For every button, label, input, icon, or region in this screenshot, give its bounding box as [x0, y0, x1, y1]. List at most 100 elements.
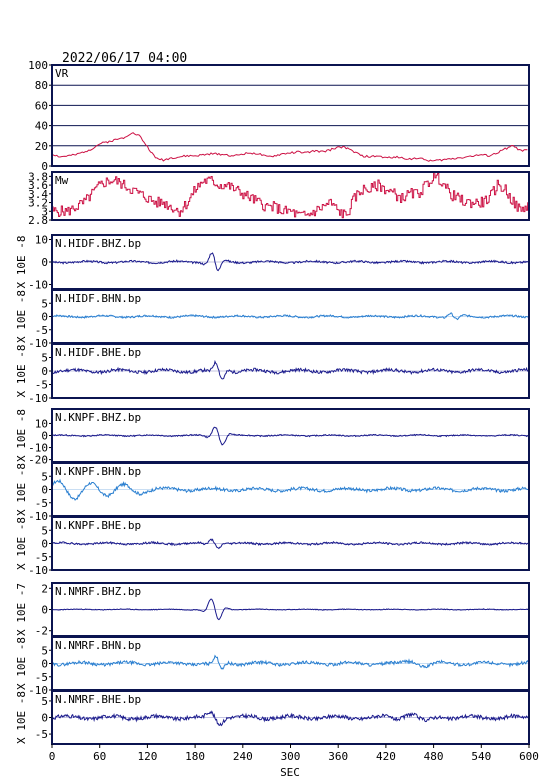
waveform-trace — [51, 478, 530, 501]
data-series-line — [52, 171, 529, 219]
panel-title: N.NMRF.BHZ.bp — [55, 585, 141, 598]
y-tick-label: 3.8 — [28, 170, 48, 183]
panel-9: 2 0 -2 N.NMRF.BHZ.bp X 10E -7 — [15, 582, 530, 638]
panel-title: N.HIDF.BHZ.bp — [55, 237, 141, 250]
waveform-trace — [51, 312, 530, 321]
y-tick-label: -5 — [35, 497, 48, 510]
y-axis-label: X 10E -8 — [15, 409, 28, 462]
x-tick-label: 120 — [137, 750, 157, 763]
y-tick-label: 0 — [41, 538, 48, 551]
y-tick-label: 40 — [35, 120, 48, 133]
y-tick-label: -5 — [35, 671, 48, 684]
y-tick-label: -2 — [35, 625, 48, 638]
x-axis: 0 60 120 180 240 300 360 420 480 540 600 — [49, 744, 539, 763]
y-tick-label: 10 — [35, 234, 48, 247]
x-tick-label: 180 — [185, 750, 205, 763]
waveform-trace — [51, 426, 529, 446]
panel-title: N.HIDF.BHE.bp — [55, 346, 141, 359]
y-tick-label: -5 — [35, 551, 48, 564]
panel-title: N.KNPF.BHN.bp — [55, 465, 141, 478]
panel-5: 50-5-10 N.HIDF.BHE.bp X 10E -8 — [15, 343, 530, 405]
y-tick-label: -10 — [28, 442, 48, 455]
y-tick-label: 3 — [41, 205, 48, 218]
x-tick-label: 480 — [424, 750, 444, 763]
y-tick-label: 0 — [41, 365, 48, 378]
y-axis-label: X 10E -7 — [15, 583, 28, 636]
y-tick-label: 0 — [41, 311, 48, 324]
waveform-trace — [51, 654, 530, 670]
y-tick-label: 0 — [41, 712, 48, 725]
panel-6: 100-10-20 N.KNPF.BHZ.bp X 10E -8 — [15, 408, 530, 467]
y-tick-label: -5 — [35, 324, 48, 337]
y-tick-label: 20 — [35, 140, 48, 153]
y-tick-label: 0 — [41, 484, 48, 497]
panel-10: 50-5-10 N.NMRF.BHN.bp X 10E -8 — [15, 636, 530, 697]
y-tick-label: -5 — [35, 379, 48, 392]
waveform-trace — [51, 538, 530, 550]
y-axis-label: X 10E -8 — [15, 290, 28, 343]
panel-title: N.HIDF.BHN.bp — [55, 292, 141, 305]
x-tick-label: 300 — [281, 750, 301, 763]
y-tick-label: 3.2 — [28, 197, 48, 210]
x-axis-label: SEC — [280, 766, 300, 779]
waveform-trace — [51, 710, 530, 727]
y-axis-label: X 10E -8 — [15, 517, 28, 570]
y-tick-label: 5 — [41, 470, 48, 483]
header-datetime: 2022/06/17 04:00 — [62, 51, 187, 66]
panel-2: 2.833.23.43.63.8 Mw — [28, 170, 530, 227]
panel-1: 0 20 40 60 80 100 VR — [28, 59, 530, 173]
waveform-trace — [51, 359, 530, 380]
y-axis-label: X 10E -8 — [15, 463, 28, 516]
y-tick-label: -10 — [28, 279, 48, 292]
y-tick-label: -10 — [28, 510, 48, 523]
x-tick-label: 540 — [471, 750, 491, 763]
y-tick-label: 2.8 — [28, 214, 48, 227]
panel-title: N.NMRF.BHE.bp — [55, 693, 141, 706]
panel-title: N.KNPF.BHZ.bp — [55, 411, 141, 424]
y-tick-label: 60 — [35, 99, 48, 112]
panel-title: Mw — [55, 174, 69, 187]
panel-11: 5 0 -5 N.NMRF.BHE.bp X 10E -8 — [15, 690, 530, 745]
y-tick-label: 100 — [28, 59, 48, 72]
y-axis-label: X 10E -8 — [15, 236, 28, 289]
panel-title: N.NMRF.BHN.bp — [55, 639, 141, 652]
y-tick-label: 5 — [41, 297, 48, 310]
panel-title: N.KNPF.BHE.bp — [55, 519, 141, 532]
panel-8: 50-5-10 N.KNPF.BHE.bp X 10E -8 — [15, 516, 530, 577]
y-tick-label: 0 — [41, 604, 48, 617]
y-tick-label: 0 — [41, 256, 48, 269]
y-tick-label: -5 — [35, 728, 48, 741]
y-tick-label: -10 — [28, 337, 48, 350]
y-tick-label: -20 — [28, 454, 48, 467]
y-tick-label: 5 — [41, 352, 48, 365]
panel-frame — [51, 171, 530, 221]
y-tick-label: 2 — [41, 582, 48, 595]
y-tick-label: 3.4 — [28, 188, 48, 201]
x-tick-label: 240 — [233, 750, 253, 763]
y-tick-label: 80 — [35, 79, 48, 92]
panel-3: 10 0 -10 N.HIDF.BHZ.bp X 10E -8 — [15, 234, 530, 292]
y-tick-label: 0 — [41, 658, 48, 671]
x-tick-label: 0 — [49, 750, 56, 763]
y-tick-label: 5 — [41, 524, 48, 537]
y-tick-label: 0 — [41, 160, 48, 173]
panel-frame — [51, 64, 530, 167]
data-series-line — [51, 132, 528, 162]
panel-title: VR — [55, 67, 69, 80]
x-tick-label: 420 — [376, 750, 396, 763]
x-tick-label: 60 — [93, 750, 106, 763]
y-tick-label: -10 — [28, 564, 48, 577]
panel-frame — [51, 343, 530, 399]
y-tick-label: 5 — [41, 644, 48, 657]
y-tick-label: -10 — [28, 392, 48, 405]
panel-4: 50-5-10 N.HIDF.BHN.bp X 10E -8 — [15, 289, 530, 350]
y-tick-label: -10 — [28, 684, 48, 697]
y-tick-label: 0 — [41, 430, 48, 443]
x-tick-label: 360 — [328, 750, 348, 763]
y-tick-label: 5 — [41, 695, 48, 708]
y-axis-label: X 10E -8 — [15, 637, 28, 690]
y-axis-label: X 10E -8 — [15, 345, 28, 398]
